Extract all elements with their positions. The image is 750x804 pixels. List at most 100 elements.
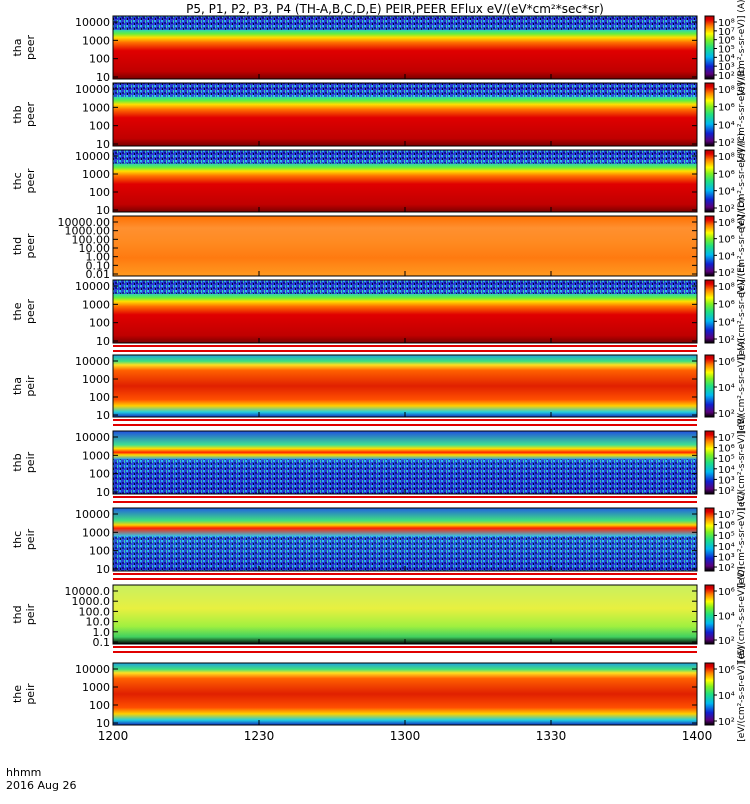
colorbar-unit-label: [eV/(cm²-s-sr-eV)] (A) [737,0,747,96]
panel-product-label: peer [24,35,37,61]
panel-product-label: peir [24,375,37,397]
colorbar-tick-label: 10³ [718,62,735,73]
colorbar-tick-label: 10⁶ [718,521,735,532]
panel-probe-label: tha [11,377,24,395]
colorbar-tick-label: 10² [718,268,735,279]
colorbar-tick-label: 10⁷ [718,433,735,444]
x-tick-label: 1400 [682,729,713,743]
colorbar-tick-label: 10⁶ [718,169,735,180]
spectrogram-fill [113,585,697,644]
colorbar-tick-label: 10⁴ [718,120,735,131]
colorbar [704,354,715,418]
y-tick-label: 10000 [75,83,110,96]
y-tick-label: 10.00 [79,242,111,255]
colorbar-tick-label: 10² [718,717,735,728]
colorbar-tick-label: 10⁵ [718,454,735,465]
colorbar-tick-label: 10³ [718,552,735,563]
y-tick-label: 10 [96,335,110,348]
colorbar-tick-label: 10⁴ [718,317,735,328]
x-tick-label: 1230 [244,729,275,743]
y-tick-label: 10 [96,563,110,576]
panel-probe-label: the [11,685,24,703]
spectrogram-fill [113,355,697,417]
y-tick-label: 100 [89,120,110,133]
y-tick-label: 100 [89,545,110,558]
noise-band [113,536,697,571]
colorbar-unit-label: [eV/(cm²-s-sr-eV)] (B) [737,414,747,510]
colorbar-tick-label: 10⁸ [718,152,735,163]
y-tick-label: 1000 [82,449,110,462]
colorbar-tick-label: 10⁸ [718,18,735,29]
x-tick-label: 1200 [98,729,129,743]
panel-probe-label: thd [11,605,24,623]
y-tick-label: 0.10 [86,259,111,272]
y-tick-label: 1.00 [86,251,111,264]
y-tick-label: 0.01 [86,268,111,281]
colorbar-tick-label: 10⁶ [718,665,735,676]
colorbar-tick-label: 10⁷ [718,27,735,38]
y-tick-label: 1.0 [93,626,111,639]
panel-product-label: peer [24,168,37,194]
colorbar-tick-label: 10⁶ [718,357,735,368]
colorbar-tick-label: 10⁴ [718,465,735,476]
colorbar-tick-label: 10⁶ [718,36,735,47]
colorbar [704,279,715,344]
y-tick-label: 10 [96,138,110,151]
colorbar-unit-label: [eV/(cm²-s-sr-eV)] (E) [737,646,747,742]
y-tick-label: 10 [96,717,110,730]
y-tick-label: 10000 [75,508,110,521]
y-tick-label: 10000 [75,150,110,163]
y-tick-label: 1000 [82,101,110,114]
colorbar-tick-label: 10⁸ [718,218,735,229]
colorbar [704,430,715,495]
y-tick-label: 1000.0 [72,595,111,608]
panel-probe-label: tha [11,38,24,56]
date-label: 2016 Aug 26 [6,779,76,792]
panel-product-label: peer [24,299,37,325]
y-tick-label: 1000 [82,373,110,386]
y-tick-label: 100.00 [72,233,111,246]
noise-band [113,83,697,97]
y-tick-label: 100 [89,317,110,330]
colorbar-unit-label: [eV/(cm²-s-sr-eV)] (A) [737,338,747,434]
y-tick-label: 10000 [75,663,110,676]
colorbar-tick-label: 10² [718,636,735,647]
colorbar-tick-label: 10² [718,204,735,215]
colorbar-tick-label: 10² [718,71,735,82]
y-tick-label: 100 [89,53,110,66]
panel-probe-label: thc [11,531,24,548]
colorbar-tick-label: 10⁴ [718,383,735,394]
y-tick-label: 10000 [75,16,110,29]
y-tick-label: 1000 [82,681,110,694]
y-tick-label: 1000 [82,526,110,539]
colorbar-tick-label: 10⁴ [718,187,735,198]
colorbar-unit-label: [eV/(cm²-s-sr-eV)] (D) [737,198,747,295]
x-tick-label: 1300 [390,729,421,743]
noise-band [113,150,697,164]
colorbar-tick-label: 10⁴ [718,542,735,553]
panel-product-label: peir [24,451,37,473]
colorbar-tick-label: 10⁴ [718,691,735,702]
noise-band [113,16,697,30]
y-tick-label: 10000 [75,280,110,293]
colorbar [704,215,715,277]
panel-probe-label: thb [11,453,24,471]
colorbar [704,15,715,80]
colorbar-unit-label: [eV/(cm²-s-sr-eV)] (C) [737,133,747,229]
colorbar-tick-label: 10² [718,563,735,574]
colorbar-tick-label: 10² [718,486,735,497]
noise-band [113,459,697,494]
colorbar-tick-label: 10² [718,409,735,420]
colorbar [704,507,715,572]
colorbar-tick-label: 10⁵ [718,531,735,542]
panel-probe-label: thd [11,237,24,255]
spectrogram-fill [113,216,697,276]
colorbar-tick-label: 10³ [718,475,735,486]
panel-probe-label: thc [11,172,24,189]
time-axis-label: hhmm [6,766,41,779]
y-tick-label: 10000.0 [65,585,111,598]
colorbar-unit-label: [eV/(cm²-s-sr-eV)] (D) [737,566,747,663]
